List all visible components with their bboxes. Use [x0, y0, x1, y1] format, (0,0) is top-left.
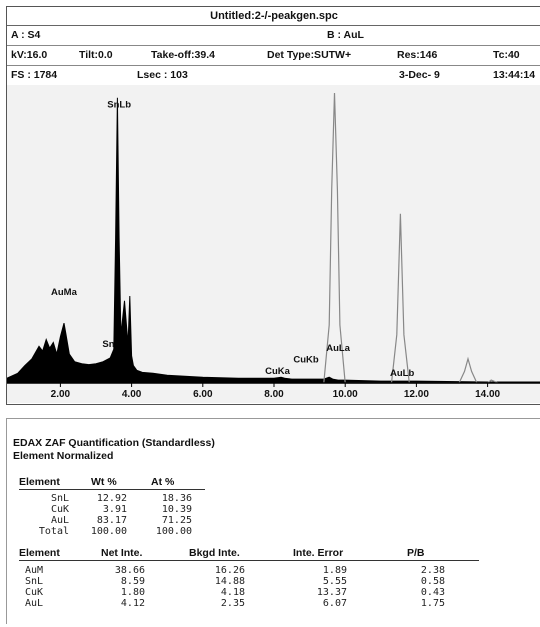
- peak-label-aulb: AuLb: [390, 368, 414, 379]
- x-tick-label-6: 14.00: [475, 389, 500, 400]
- t1-r3-wt: 100.00: [90, 526, 127, 537]
- report-subtitle: Element Normalized: [13, 450, 114, 462]
- t2-r1-net: 8.59: [120, 576, 145, 587]
- t1-r3-element: Total: [38, 526, 69, 537]
- t2-header-pb: P/B: [407, 547, 425, 559]
- t1-r0-at: 18.36: [161, 493, 192, 504]
- t2-r3-error: 6.07: [322, 598, 347, 609]
- t2-header-element: Element: [19, 547, 60, 559]
- x-tick-label-1: 4.00: [122, 389, 142, 400]
- t2-r0-net: 38.66: [114, 565, 145, 576]
- scale-row: FS : 1784 Lsec : 103 3-Dec- 9 13:44:14: [7, 66, 540, 86]
- t2-r1-pb: 0.58: [420, 576, 445, 587]
- label-row-1: A : S4 B : AuL: [7, 26, 540, 46]
- t1-r2-at: 71.25: [161, 515, 192, 526]
- lsec-value: Lsec : 103: [137, 69, 188, 81]
- t2-r2-error: 13.37: [316, 587, 347, 598]
- x-tick-label-5: 12.00: [404, 389, 429, 400]
- x-tick-label-4: 10.00: [333, 389, 358, 400]
- t2-r3-bkgd: 2.35: [220, 598, 245, 609]
- t1-r1-element: CuK: [50, 504, 69, 515]
- t2-r0-pb: 2.38: [420, 565, 445, 576]
- report-title: EDAX ZAF Quantification (Standardless): [13, 437, 215, 449]
- t1-r0-element: SnL: [50, 493, 69, 504]
- t2-r2-net: 1.80: [120, 587, 145, 598]
- x-tick-label-0: 2.00: [51, 389, 71, 400]
- spectrum-series-0: [7, 97, 540, 384]
- peak-label-cuka: CuKa: [265, 366, 291, 377]
- x-tick-label-2: 6.00: [193, 389, 213, 400]
- t2-r3-net: 4.12: [120, 598, 145, 609]
- peak-label-cukb: CuKb: [293, 355, 319, 366]
- peak-label-auma: AuMa: [51, 287, 78, 298]
- t2-r1-element: SnL: [25, 576, 44, 587]
- t1-header-element: Element: [19, 476, 60, 488]
- peak-label-aula: AuLa: [326, 343, 350, 354]
- t1-header-wt: Wt %: [91, 476, 117, 488]
- t2-r1-error: 5.55: [322, 576, 347, 587]
- t2-r0-error: 1.89: [322, 565, 347, 576]
- t1-r3-at: 100.00: [155, 526, 192, 537]
- t2-r3-element: AuL: [25, 598, 44, 609]
- peak-label-snlb: SnLb: [107, 99, 131, 110]
- fs-value: FS : 1784: [11, 69, 58, 81]
- t2-r1-bkgd: 14.88: [214, 576, 245, 587]
- quantification-report: EDAX ZAF Quantification (Standardless) E…: [6, 418, 540, 624]
- spectrum-b-label: B : AuL: [327, 29, 364, 41]
- kv-value: kV:16.0: [11, 49, 48, 61]
- spectrum-series-1: [323, 92, 499, 384]
- t2-r2-bkgd: 4.18: [220, 587, 245, 598]
- acquisition-params-row: kV:16.0 Tilt:0.0 Take-off:39.4 Det Type:…: [7, 46, 540, 66]
- t1-r0-wt: 12.92: [96, 493, 127, 504]
- t1-r1-wt: 3.91: [102, 504, 127, 515]
- spectrum-window: Untitled:2-/-peakgen.spc A : S4 B : AuL …: [6, 6, 540, 405]
- t1-r1-at: 10.39: [161, 504, 192, 515]
- t2-r2-pb: 0.43: [420, 587, 445, 598]
- t2-r2-element: CuK: [25, 587, 44, 598]
- x-tick-label-3: 8.00: [264, 389, 284, 400]
- t2-r0-bkgd: 16.26: [214, 565, 245, 576]
- t2-r0-element: AuM: [25, 565, 44, 576]
- tc-value: Tc:40: [493, 49, 520, 61]
- t2-header-error: Inte. Error: [293, 547, 344, 559]
- t2-header-bkgd: Bkgd Inte.: [189, 547, 240, 559]
- t1-header-rule: [19, 489, 205, 490]
- spectrum-plot[interactable]: 2.00 4.00 6.00 8.00 10.00 12.00 14.00 SnLb AuMa S…: [7, 85, 540, 403]
- spectrum-a-label: A : S4: [11, 29, 41, 41]
- t2-header-rule: [19, 560, 479, 561]
- t2-r3-pb: 1.75: [420, 598, 445, 609]
- spectrum-svg: 2.00 4.00 6.00 8.00 10.00 12.00 14.00 SnLb AuMa S…: [7, 92, 540, 400]
- t2-header-net: Net Inte.: [101, 547, 143, 559]
- tilt-value: Tilt:0.0: [79, 49, 113, 61]
- date-value: 3-Dec- 9: [399, 69, 440, 81]
- res-value: Res:146: [397, 49, 438, 61]
- t1-r2-element: AuL: [50, 515, 69, 526]
- t1-r2-wt: 83.17: [96, 515, 127, 526]
- peak-label-sn: Sn: [102, 339, 114, 350]
- takeoff-value: Take-off:39.4: [151, 49, 215, 61]
- det-type-value: Det Type:SUTW+: [267, 49, 352, 61]
- time-value: 13:44:14: [493, 69, 536, 81]
- window-title: Untitled:2-/-peakgen.spc: [7, 7, 540, 26]
- t1-header-at: At %: [151, 476, 175, 488]
